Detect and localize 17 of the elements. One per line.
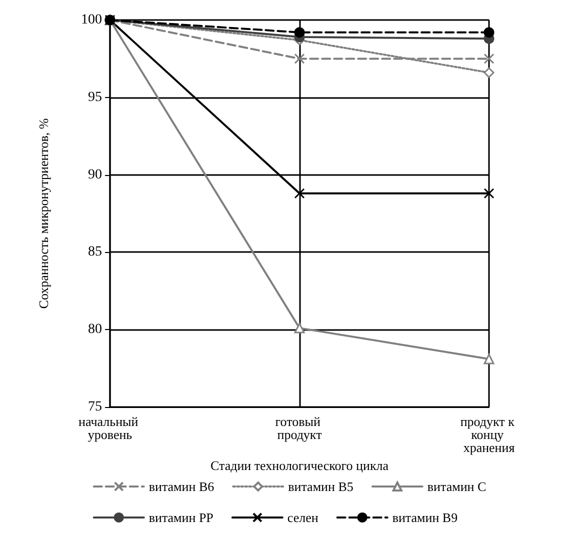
legend-label: витамин B9 <box>392 510 458 525</box>
legend-label: витамин B5 <box>288 479 354 494</box>
y-tick-label: 95 <box>88 90 102 105</box>
y-tick-label: 80 <box>88 322 102 338</box>
y-tick-label: 85 <box>88 244 102 260</box>
legend-label: витамин PP <box>148 510 214 525</box>
legend-label: селен <box>287 510 318 525</box>
y-tick-label: 75 <box>88 400 102 414</box>
x-tick-label: начальный уровень <box>78 414 142 442</box>
y-axis-title: Сохранность микронутриентов, % <box>36 118 51 309</box>
x-tick-label: готовый продукт <box>275 414 324 442</box>
legend-label: витамин B6 <box>148 479 215 494</box>
x-tick-label: продукт к концу хранения <box>460 414 518 455</box>
x-axis-title: Стадии технологического цикла <box>210 458 389 473</box>
y-tick-label: 90 <box>88 167 102 182</box>
y-tick-label: 100 <box>81 12 102 28</box>
legend-label: витамин C <box>427 479 486 494</box>
